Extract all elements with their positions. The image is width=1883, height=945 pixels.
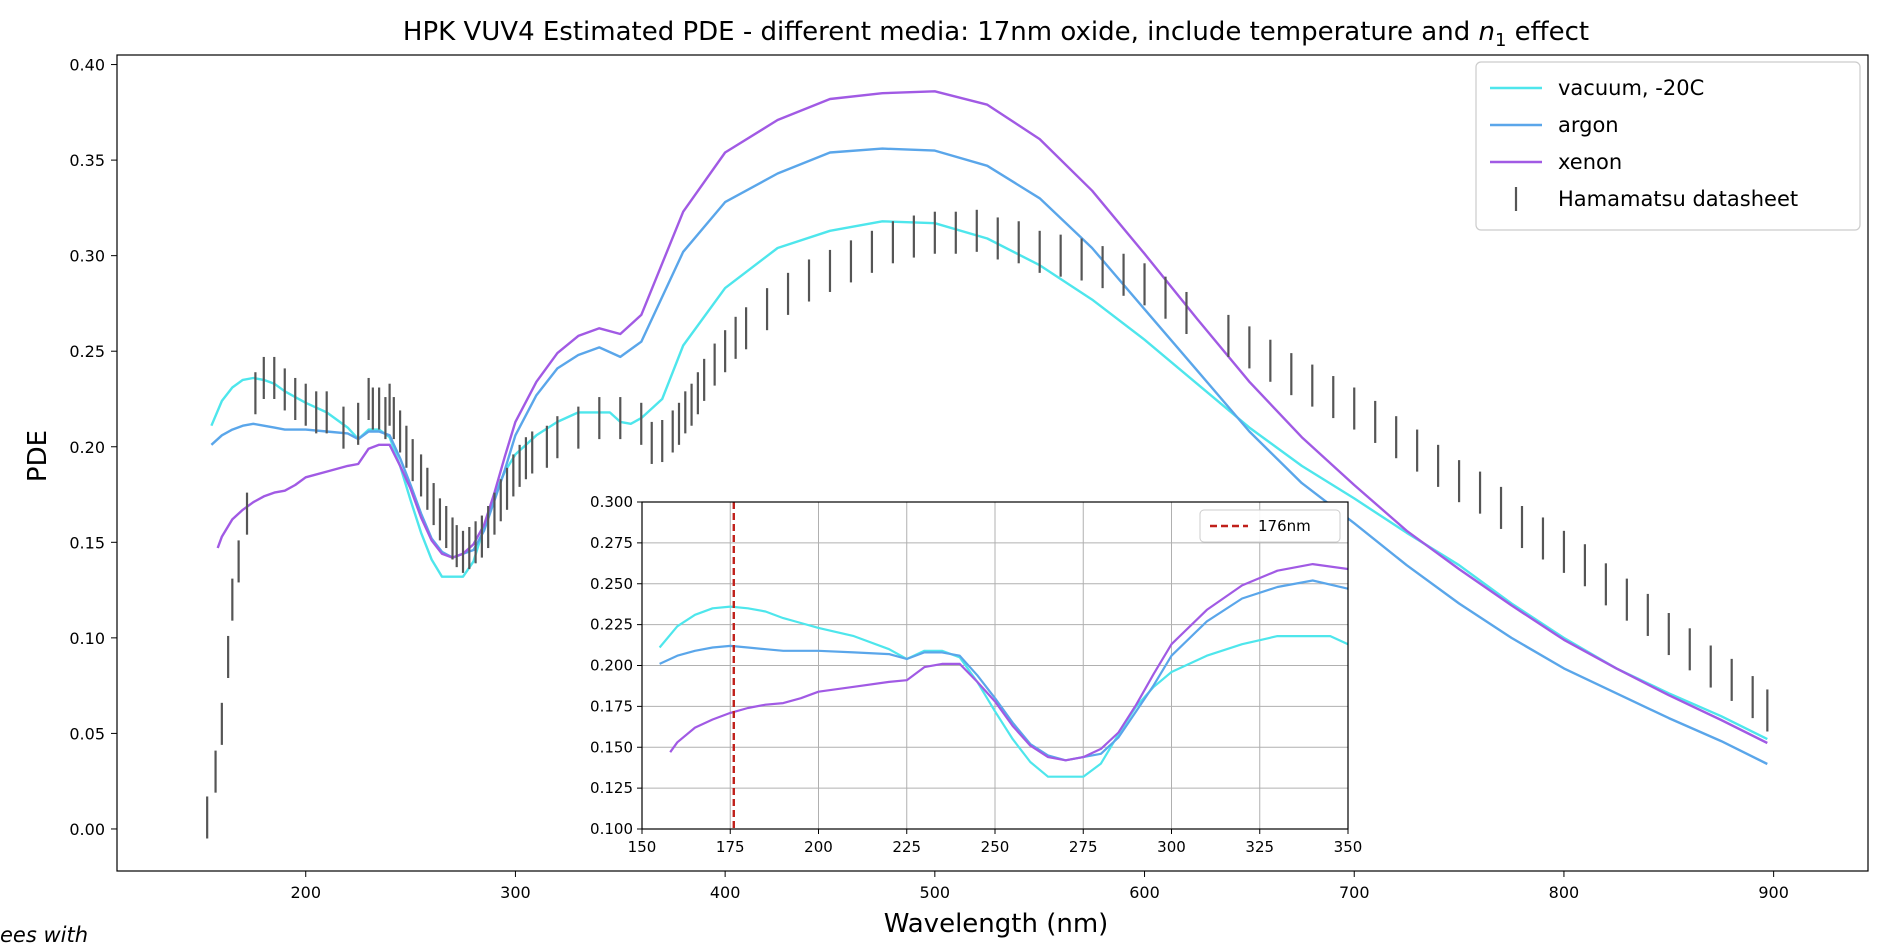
legend-label: Hamamatsu datasheet — [1558, 187, 1798, 211]
inset-y-tick-label: 0.250 — [590, 575, 633, 593]
x-axis-title: Wavelength (nm) — [884, 909, 1109, 939]
main-legend: vacuum, -20C argon xenon Hamamatsu datashee… — [1475, 61, 1861, 231]
inset-x-tick-label: 300 — [1157, 838, 1186, 856]
x-tick-label: 300 — [500, 883, 531, 902]
legend-label: argon — [1558, 113, 1619, 137]
inset-y-tick-label: 0.200 — [590, 657, 633, 675]
inset-series-line-0 — [658, 605, 1348, 778]
inset-x-tick-label: 150 — [628, 838, 657, 856]
inset-x-tick-label: 200 — [804, 838, 833, 856]
y-tick-label: 0.40 — [69, 56, 105, 75]
inset-x-tick-label: 275 — [1069, 838, 1098, 856]
inset-legend-label: 176nm — [1258, 517, 1311, 535]
y-tick-label: 0.30 — [69, 247, 105, 266]
inset-y-tick-label: 0.175 — [590, 697, 633, 715]
x-tick-label: 800 — [1549, 883, 1580, 902]
inset-x-tick-label: 250 — [981, 838, 1010, 856]
plot-frame — [116, 54, 1869, 872]
y-tick-label: 0.10 — [69, 629, 105, 648]
legend-label: xenon — [1558, 150, 1622, 174]
y-tick-label: 0.05 — [69, 724, 105, 743]
inset-plot: 150 175 200 225 250 275 300 325 350 0.100 0.125 0.1… — [590, 493, 1362, 856]
y-tick-label: 0.35 — [69, 151, 105, 170]
y-tick-label: 0.25 — [69, 342, 105, 361]
inset-y-tick-label: 0.150 — [590, 738, 633, 756]
inset-series-line-1 — [659, 579, 1348, 762]
y-axis-title: PDE — [23, 430, 53, 482]
chart-title: HPK VUV4 Estimated PDE - different media… — [403, 17, 1589, 51]
x-tick-label: 900 — [1758, 883, 1789, 902]
series-line-1 — [210, 147, 1768, 766]
inset-y-tick-label: 0.100 — [590, 820, 633, 838]
y-tick-label: 0.00 — [69, 820, 105, 839]
footnote: ees with — [0, 923, 88, 945]
x-tick-label: 400 — [710, 883, 741, 902]
main-plot: 200 300 400 500 600 700 800 900 0.00 0.05 0.10 0.15… — [69, 54, 1869, 902]
y-tick-label: 0.15 — [69, 533, 105, 552]
inset-frame — [641, 501, 1349, 830]
inset-y-tick-label: 0.275 — [590, 534, 633, 552]
legend-box — [1475, 61, 1861, 231]
inset-series-line-2 — [669, 563, 1348, 762]
legend-label: vacuum, -20C — [1558, 76, 1704, 100]
inset-x-tick-label: 225 — [892, 838, 921, 856]
inset-y-tick-label: 0.225 — [590, 616, 633, 634]
inset-x-tick-label: 350 — [1334, 838, 1363, 856]
x-tick-label: 500 — [920, 883, 951, 902]
inset-y-tick-label: 0.300 — [590, 493, 633, 511]
x-tick-label: 600 — [1129, 883, 1160, 902]
inset-x-tick-label: 325 — [1245, 838, 1274, 856]
x-tick-label: 700 — [1339, 883, 1370, 902]
series-line-2 — [216, 90, 1768, 745]
y-tick-label: 0.20 — [69, 438, 105, 457]
inset-y-tick-label: 0.125 — [590, 779, 633, 797]
x-tick-label: 200 — [290, 883, 321, 902]
inset-x-tick-label: 175 — [716, 838, 745, 856]
inset-legend-box — [1199, 509, 1341, 543]
